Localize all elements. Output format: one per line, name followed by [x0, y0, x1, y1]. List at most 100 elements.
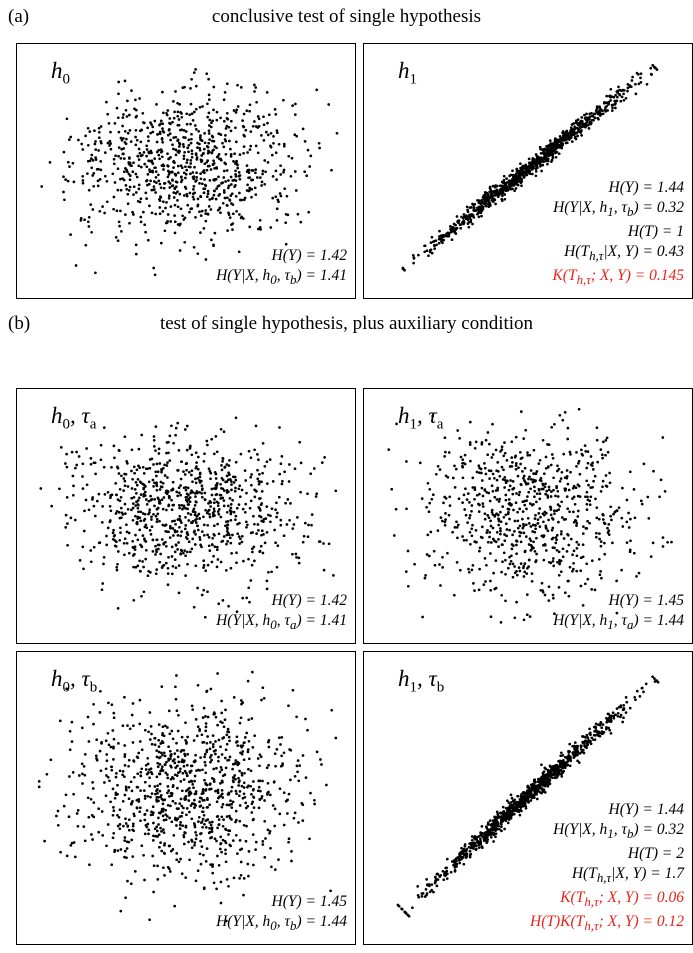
scatter-point	[497, 500, 501, 503]
scatter-point	[198, 538, 202, 541]
scatter-point	[156, 512, 160, 516]
scatter-point	[136, 478, 140, 481]
scatter-point	[123, 755, 127, 758]
scatter-point	[168, 867, 171, 871]
scatter-point	[456, 523, 460, 527]
scatter-point	[221, 796, 225, 799]
scatter-point	[425, 505, 428, 509]
scatter-point	[269, 131, 273, 135]
scatter-point	[444, 450, 447, 454]
scatter-point	[86, 126, 90, 130]
scatter-point	[251, 178, 255, 182]
scatter-point	[611, 541, 614, 545]
scatter-point	[147, 150, 151, 154]
scatter-point	[187, 150, 190, 154]
scatter-point	[176, 518, 180, 521]
scatter-point	[609, 514, 612, 518]
scatter-point	[121, 124, 124, 128]
scatter-point	[275, 748, 279, 751]
scatter-point	[115, 465, 119, 469]
scatter-point	[579, 584, 583, 588]
scatter-point	[519, 166, 522, 170]
scatter-point	[137, 183, 141, 187]
scatter-point	[118, 823, 122, 826]
scatter-point	[170, 508, 174, 512]
scatter-point	[488, 185, 492, 189]
scatter-point	[152, 445, 156, 448]
scatter-point	[190, 473, 193, 477]
scatter-point	[223, 196, 227, 200]
scatter-point	[329, 889, 332, 893]
scatter-point	[567, 488, 571, 492]
scatter-point	[194, 68, 197, 71]
scatter-point	[167, 555, 170, 559]
scatter-point	[108, 144, 111, 147]
scatter-point	[438, 563, 441, 566]
scatter-point	[199, 231, 202, 234]
scatter-point	[189, 102, 193, 106]
scatter-point	[65, 687, 69, 691]
scatter-point	[142, 492, 146, 496]
scatter-point	[220, 768, 224, 772]
scatter-point	[122, 477, 126, 480]
scatter-point	[519, 410, 523, 413]
scatter-point	[190, 704, 194, 708]
scatter-point	[472, 582, 475, 585]
scatter-point	[471, 523, 474, 527]
scatter-point	[162, 111, 165, 115]
scatter-point	[599, 540, 603, 543]
scatter-point	[551, 559, 555, 563]
scatter-point	[162, 818, 166, 822]
scatter-point	[202, 559, 206, 563]
scatter-point	[491, 526, 495, 530]
scatter-point	[159, 480, 163, 484]
scatter-point	[103, 781, 106, 784]
scatter-point	[151, 162, 155, 165]
scatter-point	[184, 172, 188, 176]
scatter-point	[462, 538, 466, 542]
scatter-point	[503, 486, 506, 489]
scatter-point	[166, 803, 170, 807]
scatter-point	[130, 496, 134, 500]
scatter-point	[211, 734, 215, 737]
scatter-point	[131, 545, 135, 549]
scatter-point	[209, 168, 213, 171]
scatter-point	[211, 135, 215, 139]
scatter-point	[195, 833, 198, 837]
scatter-point	[178, 802, 182, 805]
scatter-point	[135, 468, 139, 472]
scatter-point	[100, 588, 104, 592]
scatter-point	[175, 824, 178, 827]
scatter-point	[511, 461, 514, 464]
scatter-point	[287, 840, 290, 844]
scatter-point	[480, 200, 484, 204]
scatter-point	[610, 109, 614, 112]
scatter-point	[165, 113, 169, 117]
scatter-point	[571, 553, 574, 557]
scatter-point	[553, 546, 556, 550]
scatter-point	[152, 435, 156, 438]
scatter-point	[249, 475, 253, 479]
scatter-point	[552, 509, 556, 513]
scatter-point	[543, 543, 547, 547]
scatter-point	[267, 790, 270, 794]
scatter-point	[599, 721, 603, 724]
scatter-point	[469, 459, 472, 463]
scatter-point	[160, 566, 164, 569]
scatter-point	[319, 758, 322, 761]
scatter-point	[216, 672, 219, 675]
scatter-point	[164, 818, 168, 822]
scatter-point	[238, 721, 242, 725]
scatter-point	[164, 771, 168, 775]
scatter-point	[227, 478, 230, 482]
scatter-point	[155, 150, 159, 154]
scatter-point	[180, 789, 184, 793]
scatter-point	[110, 703, 114, 707]
scatter-point	[467, 567, 470, 571]
scatter-point	[191, 119, 195, 122]
scatter-point	[488, 499, 492, 503]
scatter-point	[160, 538, 164, 541]
scatter-point	[174, 180, 178, 184]
scatter-point	[184, 876, 188, 879]
scatter-point	[490, 456, 494, 459]
